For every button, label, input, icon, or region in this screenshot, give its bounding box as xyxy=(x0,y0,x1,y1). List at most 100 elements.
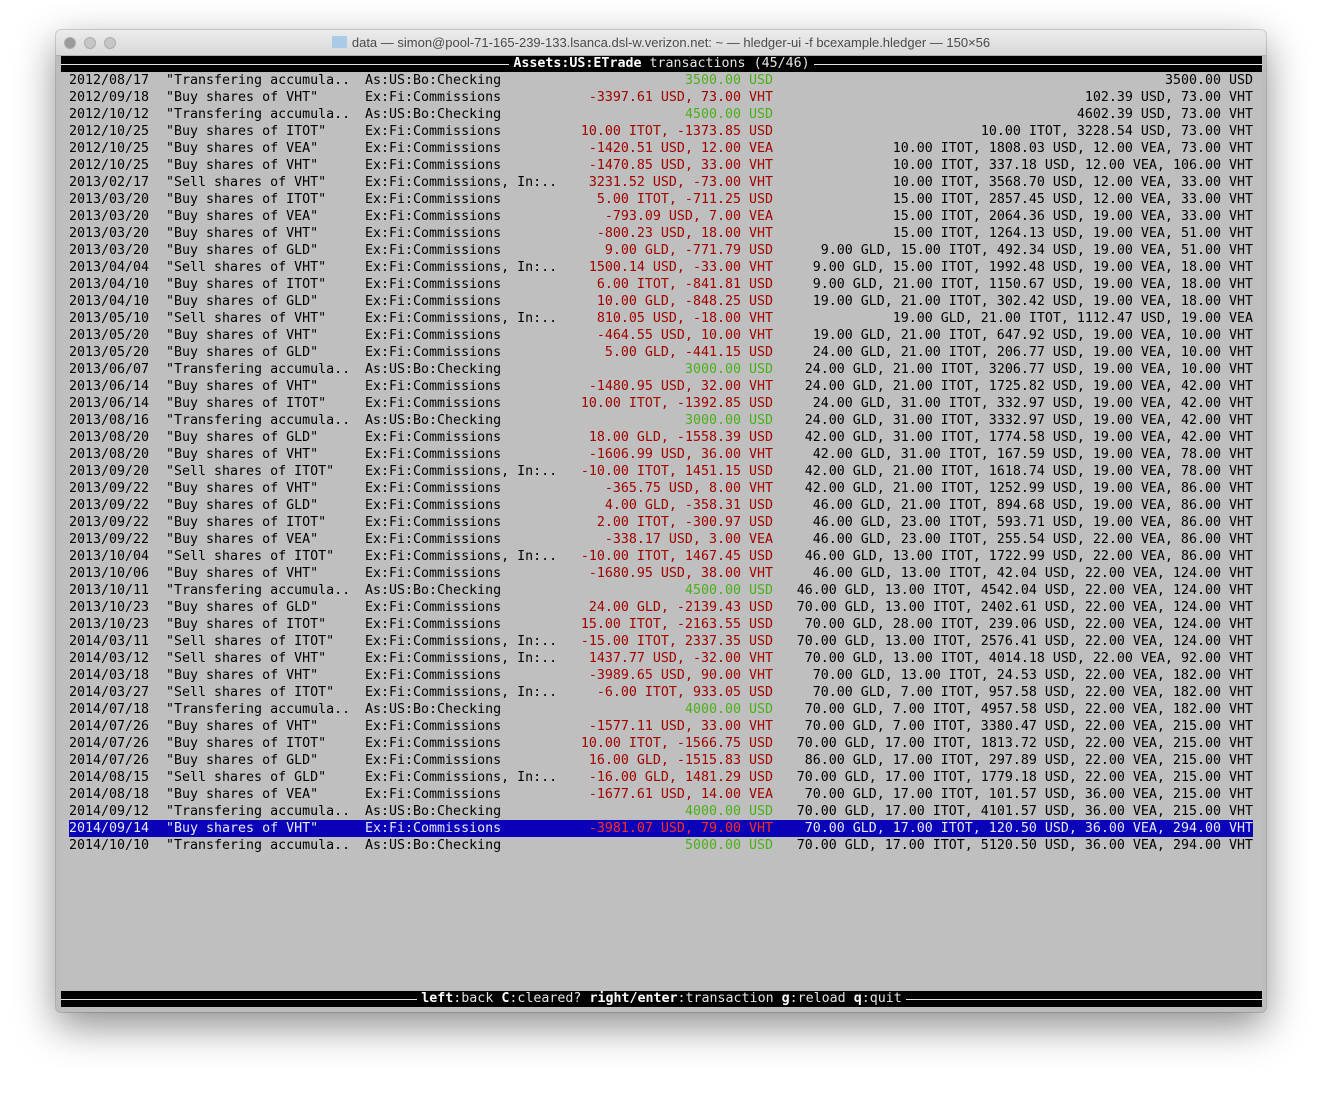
transaction-row[interactable]: 2013/09/20 "Sell shares of ITOT" Ex:Fi:Com… xyxy=(61,463,1262,480)
description: "Transfering accumula.. xyxy=(166,413,351,428)
change-amount: -6.00 ITOT, 933.05 USD xyxy=(596,685,773,700)
description: "Buy shares of VHT" xyxy=(166,328,319,343)
account: As:US:Bo:Checking xyxy=(365,838,502,853)
transaction-row[interactable]: 2013/09/22 "Buy shares of VHT" Ex:Fi:Commi… xyxy=(61,480,1262,497)
transaction-row[interactable]: 2014/07/26 "Buy shares of VHT" Ex:Fi:Commi… xyxy=(61,718,1262,735)
transaction-row[interactable]: 2014/07/26 "Buy shares of ITOT" Ex:Fi:Comm… xyxy=(61,735,1262,752)
transaction-row[interactable]: 2013/06/14 "Buy shares of VHT" Ex:Fi:Commi… xyxy=(61,378,1262,395)
date: 2013/09/22 xyxy=(69,515,150,530)
description: "Sell shares of ITOT" xyxy=(166,634,335,649)
transaction-row[interactable]: 2013/10/04 "Sell shares of ITOT" Ex:Fi:Com… xyxy=(61,548,1262,565)
transaction-row[interactable]: 2014/03/18 "Buy shares of VHT" Ex:Fi:Commi… xyxy=(61,667,1262,684)
title-bar: data — simon@pool-71-165-239-133.lsanca.… xyxy=(56,30,1266,56)
change-amount: 4500.00 USD xyxy=(684,583,773,598)
transaction-row-selected[interactable]: 2014/09/14 "Buy shares of VHT" Ex:Fi:Commi… xyxy=(61,820,1262,837)
change-amount: 4500.00 USD xyxy=(684,107,773,122)
account: Ex:Fi:Commissions, In:.. xyxy=(365,634,558,649)
transaction-row[interactable]: 2012/08/17 "Transfering accumula.. As:US:B… xyxy=(61,72,1262,89)
transaction-row[interactable]: 2013/03/20 "Buy shares of GLD" Ex:Fi:Commi… xyxy=(61,242,1262,259)
change-amount: 3000.00 USD xyxy=(684,413,773,428)
date: 2013/05/10 xyxy=(69,311,150,326)
transaction-row[interactable]: 2014/03/27 "Sell shares of ITOT" Ex:Fi:Com… xyxy=(61,684,1262,701)
transaction-row[interactable]: 2012/09/18 "Buy shares of VHT" Ex:Fi:Commi… xyxy=(61,89,1262,106)
transaction-row[interactable]: 2012/10/12 "Transfering accumula.. As:US:B… xyxy=(61,106,1262,123)
description: "Sell shares of ITOT" xyxy=(166,685,335,700)
running-balance: 24.00 GLD, 31.00 ITOT, 3332.97 USD, 19.0… xyxy=(804,413,1253,428)
running-balance: 70.00 GLD, 7.00 ITOT, 4957.58 USD, 22.00… xyxy=(804,702,1253,717)
account: Ex:Fi:Commissions, In:.. xyxy=(365,549,558,564)
transaction-row[interactable]: 2013/08/20 "Buy shares of GLD" Ex:Fi:Commi… xyxy=(61,429,1262,446)
transaction-row[interactable]: 2013/10/23 "Buy shares of ITOT" Ex:Fi:Comm… xyxy=(61,616,1262,633)
running-balance: 15.00 ITOT, 2857.45 USD, 12.00 VEA, 33.0… xyxy=(892,192,1253,207)
account: Ex:Fi:Commissions xyxy=(365,617,502,632)
zoom-button[interactable] xyxy=(104,37,116,49)
account: Ex:Fi:Commissions xyxy=(365,719,502,734)
description: "Transfering accumula.. xyxy=(166,362,351,377)
minimize-button[interactable] xyxy=(84,37,96,49)
transaction-row[interactable]: 2013/05/10 "Sell shares of VHT" Ex:Fi:Comm… xyxy=(61,310,1262,327)
footer-bar: left:back C:cleared? right/enter:transac… xyxy=(61,991,1262,1007)
description: "Buy shares of VHT" xyxy=(166,668,319,683)
key-name: g xyxy=(781,991,790,1006)
window-controls xyxy=(64,37,116,49)
date: 2014/03/12 xyxy=(69,651,150,666)
transaction-row[interactable]: 2012/10/25 "Buy shares of VHT" Ex:Fi:Commi… xyxy=(61,157,1262,174)
transaction-row[interactable]: 2014/07/18 "Transfering accumula.. As:US:B… xyxy=(61,701,1262,718)
running-balance: 46.00 GLD, 13.00 ITOT, 1722.99 USD, 22.0… xyxy=(804,549,1253,564)
date: 2013/10/11 xyxy=(69,583,150,598)
date: 2014/10/10 xyxy=(69,838,150,853)
transaction-row[interactable]: 2013/10/11 "Transfering accumula.. As:US:B… xyxy=(61,582,1262,599)
transaction-row[interactable]: 2013/04/04 "Sell shares of VHT" Ex:Fi:Comm… xyxy=(61,259,1262,276)
change-amount: 18.00 GLD, -1558.39 USD xyxy=(588,430,773,445)
transaction-row[interactable]: 2014/03/12 "Sell shares of VHT" Ex:Fi:Comm… xyxy=(61,650,1262,667)
description: "Buy shares of GLD" xyxy=(166,294,319,309)
transaction-row[interactable]: 2014/08/15 "Sell shares of GLD" Ex:Fi:Comm… xyxy=(61,769,1262,786)
transaction-row[interactable]: 2013/02/17 "Sell shares of VHT" Ex:Fi:Comm… xyxy=(61,174,1262,191)
transaction-row[interactable]: 2013/05/20 "Buy shares of VHT" Ex:Fi:Commi… xyxy=(61,327,1262,344)
transaction-row[interactable]: 2014/10/10 "Transfering accumula.. As:US:B… xyxy=(61,837,1262,854)
description: "Buy shares of ITOT" xyxy=(166,736,327,751)
description: "Buy shares of ITOT" xyxy=(166,124,327,139)
description: "Sell shares of VHT" xyxy=(166,311,327,326)
transaction-row[interactable]: 2013/06/07 "Transfering accumula.. As:US:B… xyxy=(61,361,1262,378)
key-hint: C:cleared? xyxy=(501,991,582,1006)
transaction-row[interactable]: 2013/03/20 "Buy shares of ITOT" Ex:Fi:Comm… xyxy=(61,191,1262,208)
transaction-row[interactable]: 2013/09/22 "Buy shares of GLD" Ex:Fi:Commi… xyxy=(61,497,1262,514)
transaction-row[interactable]: 2013/08/16 "Transfering accumula.. As:US:B… xyxy=(61,412,1262,429)
description: "Sell shares of VHT" xyxy=(166,175,327,190)
date: 2013/08/16 xyxy=(69,413,150,428)
transaction-row[interactable]: 2013/03/20 "Buy shares of VEA" Ex:Fi:Commi… xyxy=(61,208,1262,225)
change-amount: -1680.95 USD, 38.00 VHT xyxy=(588,566,773,581)
terminal-screen[interactable]: Assets:US:ETrade transactions (45/46) 20… xyxy=(61,56,1262,1008)
transaction-list[interactable]: 2012/08/17 "Transfering accumula.. As:US:B… xyxy=(61,72,1262,854)
transaction-row[interactable]: 2013/06/14 "Buy shares of ITOT" Ex:Fi:Comm… xyxy=(61,395,1262,412)
transaction-row[interactable]: 2013/05/20 "Buy shares of GLD" Ex:Fi:Commi… xyxy=(61,344,1262,361)
running-balance: 4602.39 USD, 73.00 VHT xyxy=(1076,107,1253,122)
transaction-row[interactable]: 2013/08/20 "Buy shares of VHT" Ex:Fi:Commi… xyxy=(61,446,1262,463)
description: "Buy shares of VHT" xyxy=(166,566,319,581)
change-amount: 4000.00 USD xyxy=(684,702,773,717)
transaction-row[interactable]: 2013/04/10 "Buy shares of GLD" Ex:Fi:Commi… xyxy=(61,293,1262,310)
transaction-row[interactable]: 2013/09/22 "Buy shares of ITOT" Ex:Fi:Comm… xyxy=(61,514,1262,531)
transaction-row[interactable]: 2013/09/22 "Buy shares of VEA" Ex:Fi:Commi… xyxy=(61,531,1262,548)
transaction-row[interactable]: 2014/09/12 "Transfering accumula.. As:US:B… xyxy=(61,803,1262,820)
transaction-row[interactable]: 2012/10/25 "Buy shares of ITOT" Ex:Fi:Comm… xyxy=(61,123,1262,140)
transaction-row[interactable]: 2014/07/26 "Buy shares of GLD" Ex:Fi:Commi… xyxy=(61,752,1262,769)
change-amount: -793.09 USD, 7.00 VEA xyxy=(604,209,773,224)
running-balance: 70.00 GLD, 13.00 ITOT, 4014.18 USD, 22.0… xyxy=(804,651,1253,666)
transaction-row[interactable]: 2013/10/06 "Buy shares of VHT" Ex:Fi:Commi… xyxy=(61,565,1262,582)
transaction-row[interactable]: 2012/10/25 "Buy shares of VEA" Ex:Fi:Commi… xyxy=(61,140,1262,157)
running-balance: 46.00 GLD, 23.00 ITOT, 255.54 USD, 22.00… xyxy=(812,532,1253,547)
transaction-row[interactable]: 2013/10/23 "Buy shares of GLD" Ex:Fi:Commi… xyxy=(61,599,1262,616)
account: Ex:Fi:Commissions xyxy=(365,566,502,581)
transaction-row[interactable]: 2014/08/18 "Buy shares of VEA" Ex:Fi:Commi… xyxy=(61,786,1262,803)
account: Ex:Fi:Commissions xyxy=(365,328,502,343)
running-balance: 46.00 GLD, 23.00 ITOT, 593.71 USD, 19.00… xyxy=(812,515,1253,530)
close-button[interactable] xyxy=(64,37,76,49)
transaction-row[interactable]: 2013/03/20 "Buy shares of VHT" Ex:Fi:Commi… xyxy=(61,225,1262,242)
change-amount: -800.23 USD, 18.00 VHT xyxy=(596,226,773,241)
description: "Buy shares of ITOT" xyxy=(166,515,327,530)
transaction-row[interactable]: 2013/04/10 "Buy shares of ITOT" Ex:Fi:Comm… xyxy=(61,276,1262,293)
running-balance: 42.00 GLD, 31.00 ITOT, 1774.58 USD, 19.0… xyxy=(804,430,1253,445)
transaction-row[interactable]: 2014/03/11 "Sell shares of ITOT" Ex:Fi:Com… xyxy=(61,633,1262,650)
